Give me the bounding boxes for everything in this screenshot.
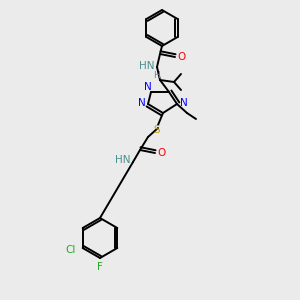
Text: O: O bbox=[177, 52, 185, 62]
Text: N: N bbox=[138, 98, 146, 108]
Text: H: H bbox=[153, 71, 159, 80]
Text: N: N bbox=[180, 98, 188, 108]
Text: S: S bbox=[154, 125, 160, 135]
Text: O: O bbox=[157, 148, 165, 158]
Text: HN: HN bbox=[139, 61, 155, 71]
Text: HN: HN bbox=[115, 155, 131, 165]
Text: N: N bbox=[144, 82, 152, 92]
Text: F: F bbox=[97, 262, 103, 272]
Text: Cl: Cl bbox=[65, 245, 76, 255]
